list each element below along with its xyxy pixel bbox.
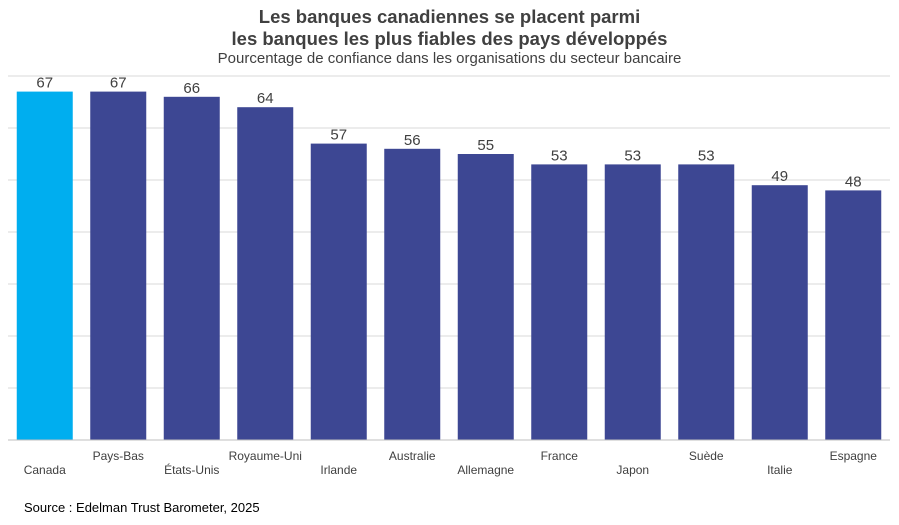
bar-12 xyxy=(825,190,882,440)
data-label-5: 57 xyxy=(330,127,347,144)
source-note: Source : Edelman Trust Barometer, 2025 xyxy=(24,500,260,515)
bar-8 xyxy=(531,164,588,440)
data-label-9: 53 xyxy=(624,147,641,164)
category-label-11: Italie xyxy=(767,463,793,477)
bar-9 xyxy=(604,164,661,440)
data-label-8: 53 xyxy=(551,147,568,164)
chart-subtitle: Pourcentage de confiance dans les organi… xyxy=(217,50,682,67)
category-label-3: États-Unis xyxy=(164,462,219,477)
bar-7 xyxy=(457,154,514,440)
bar-1 xyxy=(16,91,73,440)
data-label-6: 56 xyxy=(404,132,421,149)
bar-3 xyxy=(163,96,220,441)
data-label-3: 66 xyxy=(183,80,200,97)
data-label-12: 48 xyxy=(845,173,862,190)
chart-title: Les banques canadiennes se placent parmi… xyxy=(0,6,899,50)
category-label-6: Australie xyxy=(389,449,436,463)
category-label-7: Allemagne xyxy=(457,463,514,477)
data-label-7: 55 xyxy=(477,137,494,154)
chart-title-line-1: Les banques canadiennes se placent parmi xyxy=(258,6,641,27)
bar-5 xyxy=(310,143,367,440)
category-label-1: Canada xyxy=(24,463,66,477)
data-label-1: 67 xyxy=(36,75,53,92)
chart-title-line-2: les banques les plus fiables des pays dé… xyxy=(231,28,668,49)
category-label-5: Irlande xyxy=(320,463,357,477)
category-label-4: Royaume-Uni xyxy=(229,449,302,463)
bar-4 xyxy=(237,107,294,440)
category-label-8: France xyxy=(541,449,579,463)
data-label-2: 67 xyxy=(110,75,127,92)
bar-10 xyxy=(678,164,735,440)
category-label-2: Pays-Bas xyxy=(93,449,144,463)
data-label-10: 53 xyxy=(698,147,715,164)
data-label-4: 64 xyxy=(257,90,274,107)
bar-2 xyxy=(90,91,147,440)
category-label-10: Suède xyxy=(689,449,724,463)
data-label-11: 49 xyxy=(771,168,788,185)
bar-6 xyxy=(384,148,441,441)
category-label-9: Japon xyxy=(616,463,649,477)
category-label-12: Espagne xyxy=(830,449,878,463)
bar-11 xyxy=(751,185,808,440)
